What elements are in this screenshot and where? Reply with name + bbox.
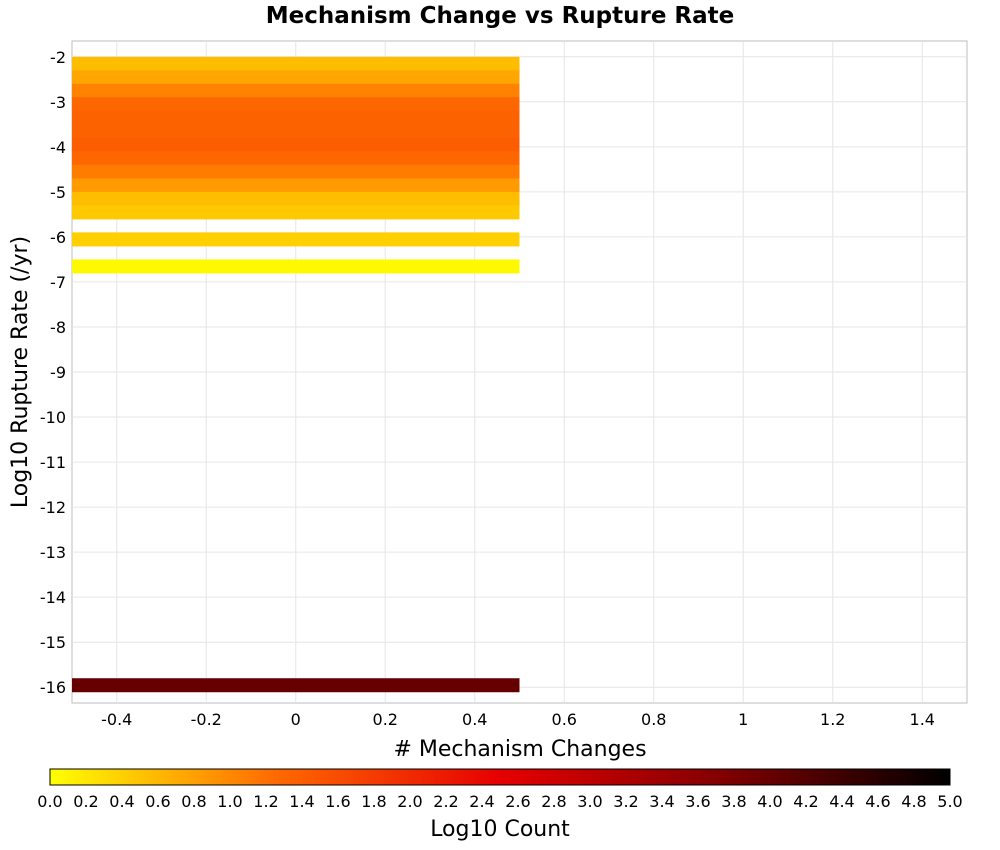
x-tick-label: 0.8 (641, 710, 666, 729)
colorbar-tick-label: 3.6 (685, 792, 710, 811)
colorbar-tick-label: 4.0 (757, 792, 782, 811)
colorbar-label: Log10 Count (430, 817, 570, 842)
y-tick-label: -14 (40, 588, 66, 607)
x-tick-label: 1 (738, 710, 748, 729)
heatmap-cell (72, 124, 520, 139)
y-tick-label: -8 (50, 318, 66, 337)
x-tick-label: 1.2 (820, 710, 845, 729)
colorbar-tick-label: 5.0 (937, 792, 962, 811)
colorbar-tick-label: 0.6 (145, 792, 170, 811)
colorbar-tick-label: 0.8 (181, 792, 206, 811)
chart-title: Mechanism Change vs Rupture Rate (266, 3, 735, 29)
x-tick-label: 1.4 (910, 710, 935, 729)
colorbar-tick-label: 0.0 (37, 792, 62, 811)
y-axis-label: Log10 Rupture Rate (/yr) (8, 236, 33, 508)
colorbar-tick-label: 4.4 (829, 792, 854, 811)
x-tick-label: 0 (291, 710, 301, 729)
heatmap-cell (72, 137, 520, 152)
colorbar-tick-label: 2.2 (433, 792, 458, 811)
y-tick-label: -4 (50, 138, 66, 157)
colorbar-tick-label: 1.8 (361, 792, 386, 811)
colorbar-tick-label: 4.2 (793, 792, 818, 811)
y-tick-label: -9 (50, 363, 66, 382)
colorbar-tick-label: 3.2 (613, 792, 638, 811)
heatmap-cell (72, 164, 520, 179)
colorbar-tick-label: 4.8 (901, 792, 926, 811)
x-axis-label: # Mechanism Changes (393, 737, 646, 762)
heatmap-cell (72, 70, 520, 85)
x-tick-label: 0.2 (373, 710, 398, 729)
colorbar-tick-label: 3.4 (649, 792, 674, 811)
y-tick-label: -2 (50, 48, 66, 67)
y-tick-label: -15 (40, 633, 66, 652)
y-tick-label: -7 (50, 273, 66, 292)
x-tick-label: -0.2 (191, 710, 222, 729)
colorbar-tick-label: 1.0 (217, 792, 242, 811)
colorbar-tick-label: 0.2 (73, 792, 98, 811)
heatmap-cell (72, 97, 520, 112)
x-tick-label: 0.6 (552, 710, 577, 729)
colorbar-tick-label: 3.8 (721, 792, 746, 811)
y-tick-label: -3 (50, 93, 66, 112)
colorbar-tick-label: 1.6 (325, 792, 350, 811)
heatmap-cell (72, 259, 520, 274)
heatmap-cell (72, 232, 520, 247)
y-tick-label: -10 (40, 408, 66, 427)
heatmap-cell (72, 83, 520, 98)
x-tick-label: -0.4 (101, 710, 132, 729)
y-tick-label: -12 (40, 498, 66, 517)
colorbar-tick-label: 1.2 (253, 792, 278, 811)
heatmap-cell (72, 178, 520, 193)
heatmap-cell (72, 110, 520, 125)
heatmap-cell (72, 205, 520, 220)
x-axis-ticks: -0.4 -0.2 0 0.2 0.4 0.6 0.8 1 1.2 1.4 (101, 710, 935, 729)
y-tick-label: -13 (40, 543, 66, 562)
heatmap-cell (72, 56, 520, 71)
colorbar-tick-label: 2.8 (541, 792, 566, 811)
heatmap-cells (72, 56, 520, 693)
y-tick-label: -6 (50, 228, 66, 247)
colorbar (49, 768, 951, 786)
colorbar-tick-label: 2.4 (469, 792, 494, 811)
colorbar-tick-label: 2.6 (505, 792, 530, 811)
y-tick-label: -16 (40, 678, 66, 697)
colorbar-tick-label: 2.0 (397, 792, 422, 811)
y-axis-ticks: -2 -3 -4 -5 -6 -7 -8 -9 -10 -11 -12 -13 -14 -15 -16 (40, 48, 66, 697)
colorbar-tick-label: 0.4 (109, 792, 134, 811)
colorbar-tick-label: 3.0 (577, 792, 602, 811)
heatmap-cell (72, 151, 520, 166)
heatmap-cell (72, 191, 520, 206)
heatmap-cell (72, 678, 520, 693)
colorbar-ticks: 0.0 0.2 0.4 0.6 0.8 1.0 1.2 1.4 1.6 1.8 2.0 2.2 2.4 2… (37, 792, 962, 811)
y-tick-label: -5 (50, 183, 66, 202)
x-tick-label: 0.4 (462, 710, 487, 729)
colorbar-tick-label: 4.6 (865, 792, 890, 811)
colorbar-tick-label: 1.4 (289, 792, 314, 811)
y-tick-label: -11 (40, 453, 66, 472)
